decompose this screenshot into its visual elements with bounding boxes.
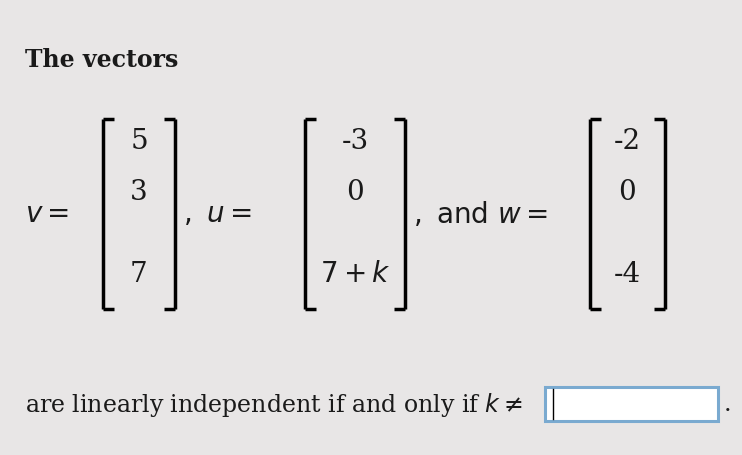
Text: $,\ u =$: $,\ u =$ [183,201,252,228]
Text: .: . [724,393,732,415]
Text: $7+k$: $7+k$ [320,261,390,288]
Text: $,\ \mathrm{and}\ w =$: $,\ \mathrm{and}\ w =$ [413,200,548,229]
Text: $v =$: $v =$ [25,201,69,228]
Text: -4: -4 [614,261,641,288]
Text: 7: 7 [130,261,148,288]
Text: 0: 0 [619,179,637,206]
Text: are linearly independent if and only if $k \neq$: are linearly independent if and only if … [25,390,522,418]
Text: 0: 0 [346,179,364,206]
Text: 5: 5 [130,128,148,155]
Text: -2: -2 [614,128,641,155]
Text: 3: 3 [130,179,148,206]
Text: The vectors: The vectors [25,48,178,72]
Text: -3: -3 [341,128,369,155]
FancyBboxPatch shape [545,387,718,421]
